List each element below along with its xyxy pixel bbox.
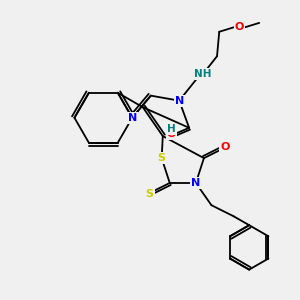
Text: NH: NH xyxy=(194,69,211,79)
Text: N: N xyxy=(175,96,184,106)
Text: S: S xyxy=(146,189,154,199)
Text: O: O xyxy=(167,130,176,140)
Text: N: N xyxy=(191,178,200,188)
Text: S: S xyxy=(158,153,166,163)
Text: O: O xyxy=(220,142,230,152)
Text: H: H xyxy=(167,124,176,134)
Text: N: N xyxy=(128,113,137,123)
Text: O: O xyxy=(235,22,244,32)
